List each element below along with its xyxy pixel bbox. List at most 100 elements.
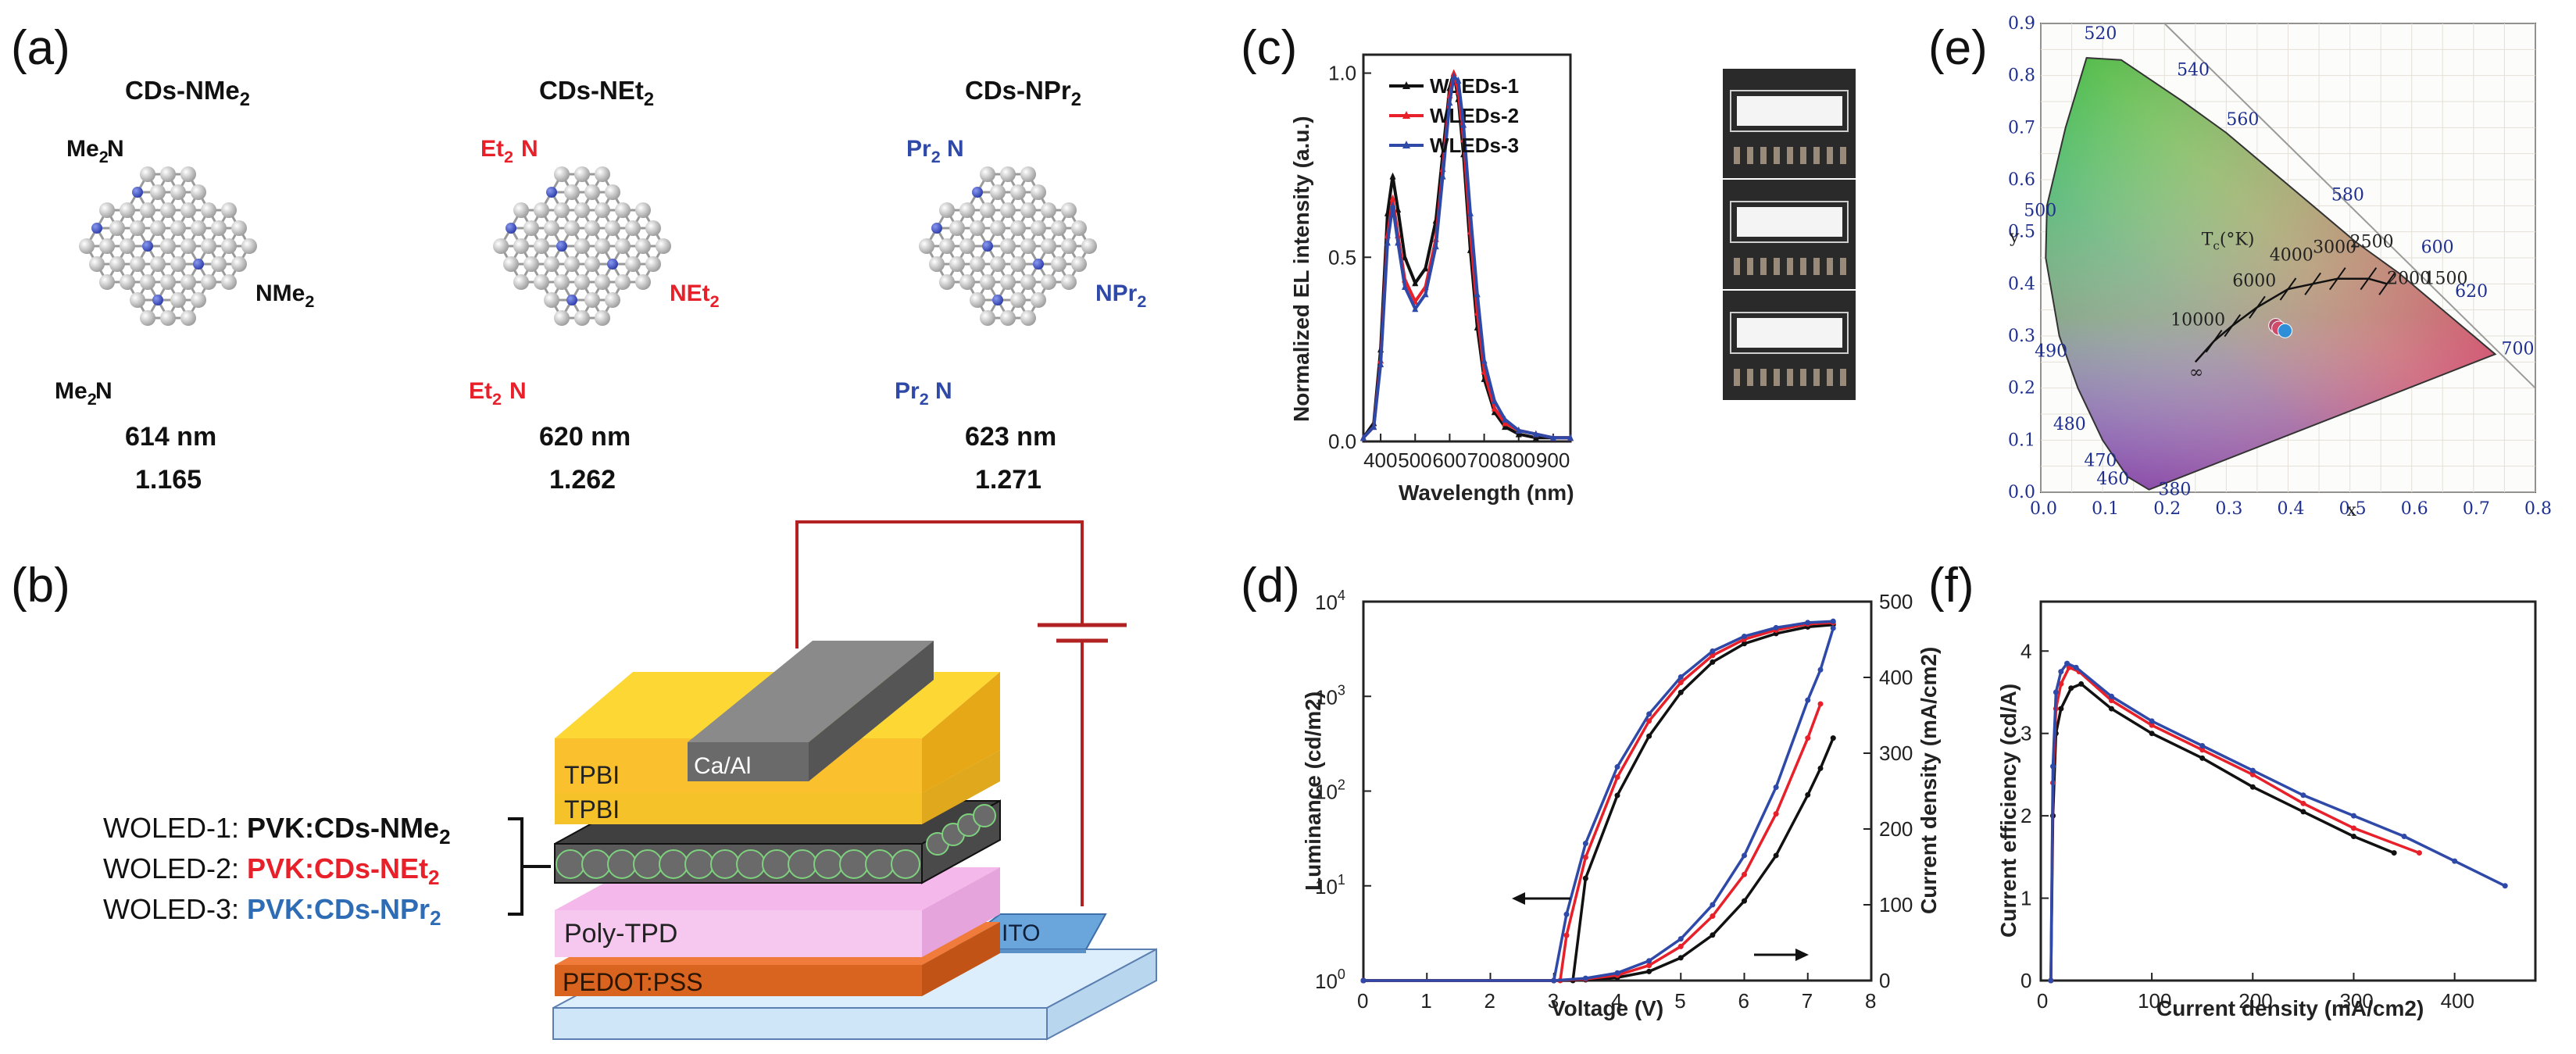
carbon-atom <box>534 238 549 254</box>
y-tick-label: 0.4 <box>2008 274 2035 294</box>
carbon-atom <box>1051 220 1066 236</box>
panel-c-el-spectra: 400 500 600 700 800 900 0.0 0.5 1.0 Wavelength (n… <box>1289 53 1856 505</box>
series-marker <box>1515 430 1522 438</box>
inset-photo-frame <box>1730 312 1849 354</box>
tpbi-side <box>922 750 1000 824</box>
nitrogen-atom <box>972 187 983 198</box>
series-marker <box>2300 792 2306 799</box>
carbon-atom <box>170 220 186 236</box>
x-axis-label: Wavelength (nm) <box>1399 481 1574 505</box>
nitrogen-atom <box>566 295 577 305</box>
quantum-dot <box>633 849 663 879</box>
molecule-value: 1.271 <box>975 465 1041 495</box>
inset-photo-pin <box>1760 147 1767 164</box>
carbon-atom <box>625 220 641 236</box>
isotherm <box>2279 277 2297 301</box>
x-tick-label: 5 <box>1674 989 1685 1013</box>
inset-photo-pin <box>1774 147 1780 164</box>
device-emitter: PVK:CDs-NPr <box>247 893 430 925</box>
carbon-atom <box>1041 238 1056 254</box>
legend-label: WLEDs-2 <box>1430 104 1519 127</box>
carbon-atom <box>564 220 580 236</box>
carbon-atom <box>160 166 176 182</box>
series-marker <box>1502 423 1509 431</box>
substituent-right-sub: 2 <box>710 291 720 311</box>
pedot-side <box>922 922 1000 996</box>
nitrogen-atom <box>193 259 204 270</box>
inset-photo-pin <box>1813 258 1820 275</box>
carbon-atom <box>130 220 145 236</box>
carbon-atom <box>120 202 135 218</box>
molecule-value: 1.165 <box>135 465 202 495</box>
series-marker <box>1439 172 1446 180</box>
substituent-right: NEt2 <box>670 280 720 311</box>
molecule-title: CDs-NMe2 <box>125 76 250 110</box>
temperature-label: 2000 <box>2387 269 2431 288</box>
substituent-top-main: Me <box>66 136 99 162</box>
current-marker <box>1817 701 1824 707</box>
carbon-atom <box>615 238 631 254</box>
series-marker <box>2300 800 2306 806</box>
nitrogen-atom <box>506 223 516 234</box>
carbon-atom <box>160 310 176 326</box>
y-axis-label: Luminance (cd/m2) <box>1301 691 1325 891</box>
quantum-dot <box>762 849 791 879</box>
carbon-atom <box>1061 238 1077 254</box>
carbon-atom <box>605 292 620 308</box>
carbon-atom <box>1000 310 1016 326</box>
carbon-atom <box>150 220 166 236</box>
nitrogen-atom <box>91 223 102 234</box>
carbon-atom <box>939 202 955 218</box>
x-tick-label: 0.7 <box>2463 499 2490 519</box>
molecule-title-main: CDs-NPr <box>965 76 1071 105</box>
quantum-dot <box>556 849 585 879</box>
polytpd-label: Poly-TPD <box>564 919 677 949</box>
carbon-atom <box>140 166 155 182</box>
carbon-atom <box>980 310 995 326</box>
y-tick-left-label: 104 <box>1315 588 1345 614</box>
carbon-atom <box>1020 238 1036 254</box>
y-tick-right-label: 100 <box>1879 893 1913 916</box>
x-tick-label: 0.1 <box>2092 499 2119 519</box>
carbon-atom <box>140 310 155 326</box>
y-tick-right-label: 300 <box>1879 741 1913 765</box>
isotherm <box>2360 267 2378 291</box>
series-marker <box>1502 419 1509 427</box>
carbon-atom <box>231 256 247 272</box>
carbon-atom <box>584 256 600 272</box>
luminance-marker <box>1710 648 1716 654</box>
inset-photo-frame <box>1730 90 1849 132</box>
eml-quantum-dots <box>556 804 996 879</box>
tpbi-front <box>555 793 922 824</box>
series-marker <box>2391 850 2397 856</box>
panel-label-c: (c) <box>1241 21 1297 75</box>
tick-base: 10 <box>1315 781 1338 804</box>
carbon-atom <box>1061 274 1077 290</box>
carbon-atom <box>109 220 125 236</box>
series-marker <box>1422 290 1429 298</box>
series-marker <box>1450 73 1457 80</box>
cathode-side <box>809 641 934 781</box>
panel-b-device: ITO PEDOT:PSS Poly-TPD TPBI TPBI Ca/Al <box>103 520 1157 1041</box>
tick-base: 10 <box>1315 591 1338 614</box>
arrow-right-head <box>1795 949 1809 961</box>
inset-photo-pin <box>1747 369 1753 386</box>
carbon-atom <box>1000 238 1016 254</box>
polytpd-side <box>922 867 1000 957</box>
plot-frame <box>1362 600 1873 982</box>
molecule-title-sub: 2 <box>644 89 654 110</box>
device-label: WOLED-3: PVK:CDs-NPr2 <box>103 893 441 930</box>
carbon-atom <box>211 256 227 272</box>
carbon-atom <box>99 238 115 254</box>
carbon-atom <box>201 274 216 290</box>
carbon-atom <box>109 256 125 272</box>
substituent-top-sub: 2 <box>99 147 109 166</box>
luminance-marker <box>1582 854 1588 860</box>
panel-label-a: (a) <box>11 21 70 75</box>
y-tick-label: 3 <box>2020 722 2031 745</box>
tick-base: 10 <box>1315 875 1338 899</box>
carbon-atom <box>1020 274 1036 290</box>
carbon-atom <box>130 256 145 272</box>
carbon-atom <box>1031 184 1046 200</box>
